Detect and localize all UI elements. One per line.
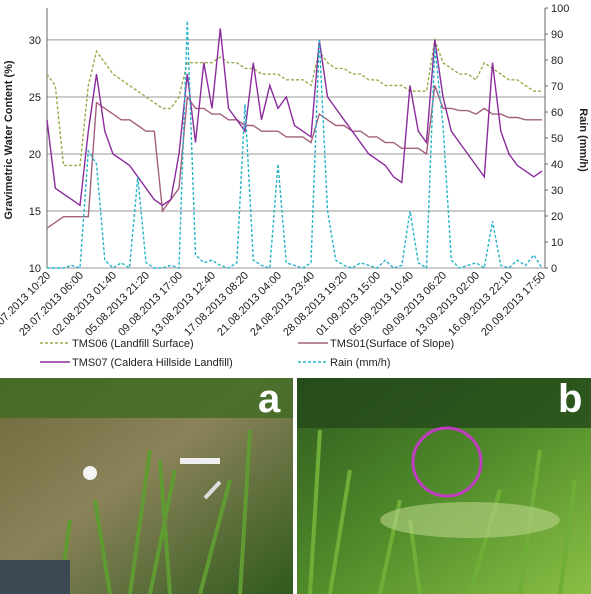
y-axis-label: Gravimetric Water Content (%) (3, 60, 15, 219)
panel-label: b (558, 377, 582, 421)
legend-label: Rain (mm/h) (330, 357, 391, 369)
legend-label: TMS06 (Landfill Surface) (72, 338, 194, 350)
panel-label: a (258, 377, 281, 421)
y2-axis-label: Rain (mm/h) (577, 108, 589, 172)
y2-tick-label: 10 (551, 237, 563, 249)
legend-label: TMS01(Surface of Slope) (330, 338, 454, 350)
y2-tick-label: 30 (551, 185, 563, 197)
y2-tick-label: 90 (551, 29, 563, 41)
y-tick-label: 25 (29, 92, 41, 104)
series-line (47, 20, 543, 270)
y-tick-label: 20 (29, 149, 41, 161)
photo-a: a (0, 377, 293, 594)
y2-tick-label: 60 (551, 107, 563, 119)
y2-tick-label: 40 (551, 159, 563, 171)
y2-tick-label: 50 (551, 133, 563, 145)
legend-label: TMS07 (Caldera Hillside Landfill) (72, 357, 233, 369)
y2-tick-label: 20 (551, 211, 563, 223)
y2-tick-label: 80 (551, 55, 563, 67)
series-line (46, 85, 542, 229)
y-tick-label: 10 (29, 263, 41, 275)
y2-tick-label: 0 (551, 263, 557, 275)
photo-b: b (297, 377, 591, 594)
y2-tick-label: 100 (551, 3, 569, 15)
x-tick-label: 20.09.2013 17:50 (479, 270, 548, 339)
y-tick-label: 30 (29, 35, 41, 47)
series-line (46, 28, 543, 207)
y-tick-label: 15 (29, 206, 41, 218)
series-line (46, 37, 542, 167)
y2-tick-label: 70 (551, 81, 563, 93)
